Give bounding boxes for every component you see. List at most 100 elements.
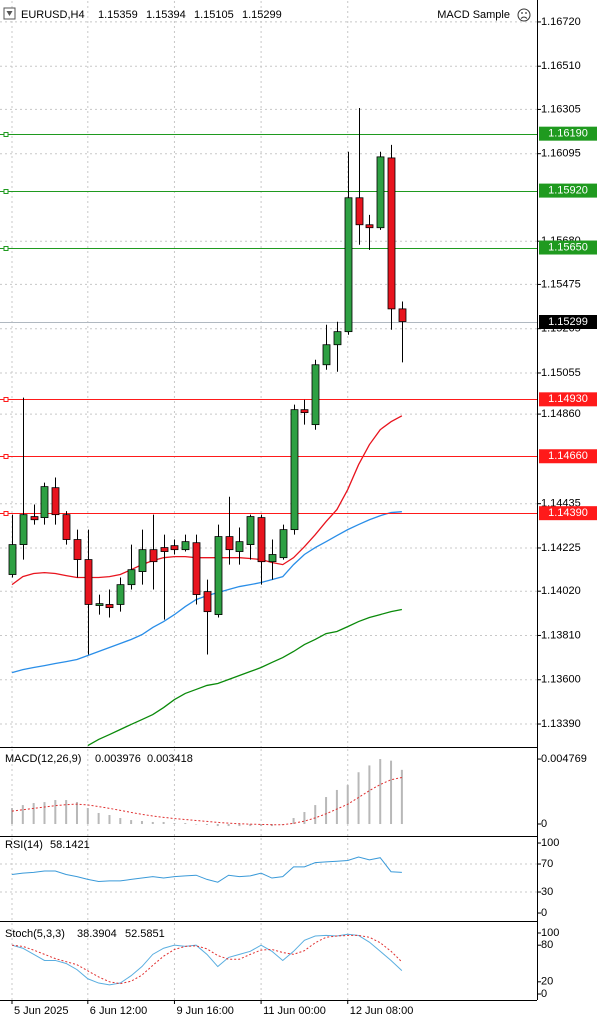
- candle-body: [365, 224, 374, 229]
- level-label: 1.15920: [548, 185, 588, 197]
- candle-body: [40, 486, 49, 519]
- macd-bar: [21, 805, 24, 825]
- current-price-label: 1.15299: [548, 316, 588, 328]
- candle-body: [203, 591, 212, 613]
- macd-bar: [11, 808, 13, 825]
- candle-body: [398, 308, 407, 322]
- level-label: 1.14930: [548, 393, 588, 405]
- stoch-signal-value: 52.5851: [125, 928, 165, 940]
- smiley-eye: [521, 12, 523, 14]
- stoch-main-value: 38.3904: [77, 928, 117, 940]
- macd-bar: [130, 820, 133, 825]
- smiley-face: [517, 8, 531, 22]
- candle-body: [257, 517, 266, 563]
- macd-bar: [227, 824, 230, 827]
- candle-body: [62, 514, 71, 540]
- macd-bar: [357, 772, 360, 825]
- level-label-box: [539, 392, 597, 407]
- candle-body: [322, 344, 331, 366]
- ohlc-close: 1.15299: [242, 9, 282, 21]
- ohlc-high: 1.15394: [146, 9, 186, 21]
- candle-body: [8, 544, 17, 575]
- macd-bar: [335, 789, 338, 825]
- y-tick-label: 0: [541, 907, 547, 919]
- candle-body: [116, 584, 125, 605]
- y-tick-label: 1.14225: [541, 542, 581, 554]
- y-tick-label: 100: [541, 927, 559, 939]
- candle-body: [138, 549, 147, 572]
- level-label: 1.16190: [548, 128, 588, 140]
- level-label-box: [539, 449, 597, 464]
- candle-body: [355, 197, 364, 226]
- x-tick-label: 12 Jun 08:00: [350, 1005, 414, 1017]
- candle-body: [246, 516, 255, 545]
- macd-bar: [216, 824, 219, 827]
- y-tick-label: 0.004769: [541, 753, 587, 765]
- y-tick-label: 1.14020: [541, 585, 581, 597]
- expert-name: MACD Sample: [437, 9, 510, 21]
- smiley-mouth: [520, 16, 528, 19]
- rsi-value: 58.1421: [50, 839, 90, 851]
- x-tick-label: 11 Jun 00:00: [263, 1005, 326, 1017]
- level-label-box: [539, 240, 597, 255]
- macd-bar: [32, 803, 35, 825]
- candle-body: [333, 331, 342, 346]
- candle-body: [181, 541, 190, 551]
- candle-body: [73, 539, 82, 560]
- y-tick-label: 1.13810: [541, 629, 581, 641]
- candle-body: [268, 554, 277, 563]
- macd-title: MACD(12,26,9): [5, 753, 81, 765]
- candle-body: [225, 536, 234, 551]
- macd-bar: [140, 821, 143, 825]
- y-tick-label: 1.13600: [541, 674, 581, 686]
- macd-signal: [11, 776, 402, 826]
- candle-body: [279, 529, 288, 559]
- level-label-box: [539, 506, 597, 521]
- y-tick-label: 1.16720: [541, 16, 581, 28]
- candle-body: [290, 409, 299, 531]
- y-tick-label: 1.14860: [541, 408, 581, 420]
- rsi-line: [11, 856, 402, 883]
- candle-body: [51, 487, 60, 516]
- macd-bar: [379, 759, 382, 825]
- candle-body: [127, 569, 136, 586]
- rsi-title: RSI(14): [5, 839, 43, 851]
- y-tick-label: 1.16095: [541, 148, 581, 160]
- candle-body: [84, 559, 93, 605]
- candle-body: [19, 514, 28, 545]
- macd-bar: [195, 824, 198, 825]
- y-tick-label: 0: [541, 988, 547, 1000]
- x-tick-label: 6 Jun 12:00: [90, 1005, 148, 1017]
- level-label: 1.14390: [548, 507, 588, 519]
- y-tick-label: 1.16510: [541, 60, 581, 72]
- macd-bar: [292, 818, 295, 825]
- y-tick-label: 30: [541, 886, 553, 898]
- macd-bar: [162, 821, 165, 825]
- ohlc-open: 1.15359: [98, 9, 138, 21]
- candle-body: [30, 516, 39, 521]
- candle-body: [95, 603, 104, 606]
- y-tick-label: 1.15475: [541, 278, 581, 290]
- macd-bar: [75, 802, 78, 825]
- candle-body: [192, 542, 201, 595]
- macd-bar: [238, 824, 241, 827]
- macd-signal-value: 0.003418: [147, 753, 193, 765]
- y-tick-label: 20: [541, 976, 553, 988]
- macd-bar: [390, 760, 393, 825]
- macd-bar: [97, 812, 100, 825]
- x-tick-label: 5 Jun 2025: [14, 1005, 68, 1017]
- macd-bar: [249, 824, 252, 827]
- y-tick-label: 1.13390: [541, 718, 581, 730]
- level-label-box: [539, 183, 597, 198]
- macd-bar: [260, 824, 263, 827]
- macd-bar: [65, 800, 68, 825]
- candle-body: [214, 536, 223, 615]
- expert-smiley[interactable]: [517, 8, 531, 22]
- y-tick-label: 100: [541, 837, 559, 849]
- macd-bar: [303, 812, 306, 825]
- chart-title: EURUSD,H4: [21, 9, 85, 21]
- macd-bar: [314, 805, 317, 825]
- macd-bar: [205, 824, 208, 825]
